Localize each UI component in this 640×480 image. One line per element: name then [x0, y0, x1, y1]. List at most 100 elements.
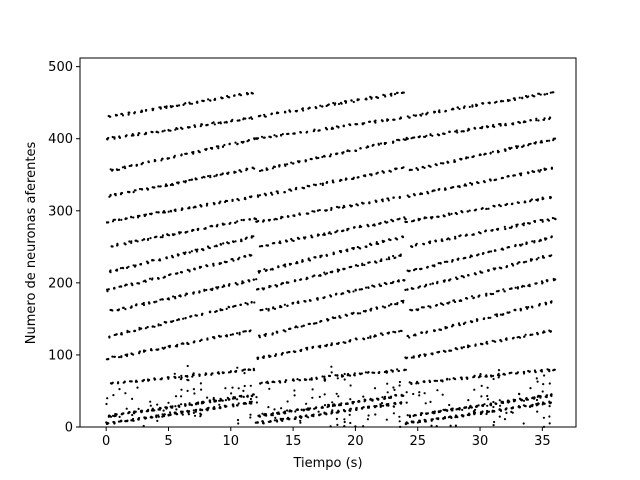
spike-point — [283, 329, 286, 332]
spike-point — [365, 146, 368, 149]
spike-point — [466, 210, 469, 213]
spike-point — [542, 330, 545, 333]
spike-point — [413, 193, 416, 196]
spike-point — [273, 381, 276, 384]
spike-point — [289, 263, 292, 266]
spike-point — [109, 168, 112, 171]
spike-point — [470, 406, 473, 409]
spike-point — [292, 132, 295, 135]
spike-point — [124, 217, 127, 220]
spike-point — [507, 175, 510, 178]
spike-point — [495, 402, 498, 405]
spike-point — [140, 162, 143, 165]
spike-point — [405, 401, 408, 404]
spike-point — [248, 218, 251, 221]
spike-point — [115, 269, 119, 272]
spike-point — [119, 267, 122, 270]
spike-point — [299, 349, 302, 352]
spike-point — [161, 130, 164, 133]
spike-point — [419, 113, 422, 116]
spike-point — [300, 408, 303, 411]
spike-point — [305, 346, 308, 350]
spike-point — [441, 162, 444, 165]
spike-point — [516, 223, 519, 226]
spike-point — [421, 165, 424, 168]
spike-point — [243, 368, 247, 371]
spike-point — [522, 399, 526, 402]
spike-point — [517, 261, 520, 264]
spike-point — [142, 280, 145, 283]
spike-point — [213, 123, 216, 126]
spike-point — [323, 375, 326, 378]
spike-point — [355, 264, 358, 267]
spike-point — [450, 212, 453, 215]
spike-point — [256, 137, 260, 140]
spike-point — [337, 102, 341, 106]
spike-point — [543, 93, 547, 96]
spike-point — [180, 342, 183, 345]
spike-point — [270, 113, 273, 116]
spike-point — [173, 233, 176, 236]
spike-point — [448, 279, 451, 282]
spike-point — [194, 178, 197, 181]
spike-point — [461, 414, 464, 417]
spike-point — [455, 408, 458, 411]
x-tick-label: 15 — [285, 434, 302, 449]
spike-point — [391, 370, 394, 373]
spike-point — [262, 355, 265, 358]
spike-point — [252, 278, 255, 281]
spike-point — [240, 170, 243, 173]
spike-point — [283, 303, 286, 306]
spike-point — [150, 130, 153, 133]
spike-point — [337, 342, 340, 345]
spike-point — [130, 216, 133, 219]
spike-point — [155, 130, 158, 133]
spike-point — [529, 333, 532, 337]
spike-point — [335, 125, 338, 128]
spike-point — [274, 416, 277, 419]
spike-point — [543, 167, 546, 170]
spike-point — [246, 303, 249, 306]
spike-point — [409, 308, 412, 311]
spike-point — [151, 186, 154, 189]
spike-point — [330, 206, 333, 210]
spike-point — [444, 408, 447, 411]
spike-point — [236, 119, 239, 122]
spike-point — [120, 191, 124, 195]
spike-point — [184, 251, 187, 254]
spike-point — [386, 391, 389, 394]
spike-point — [286, 163, 289, 166]
spike-point — [247, 139, 250, 142]
spike-point — [170, 106, 173, 109]
spike-point — [385, 418, 388, 421]
spike-point — [481, 410, 484, 413]
spike-point — [381, 200, 384, 203]
spike-point — [186, 409, 189, 412]
spike-point — [311, 236, 314, 239]
spike-point — [279, 381, 282, 384]
spike-point — [180, 208, 183, 212]
spike-point — [243, 372, 246, 375]
spike-point — [537, 402, 540, 405]
spike-point — [153, 301, 156, 304]
spike-point — [266, 244, 269, 247]
spike-point — [426, 265, 429, 268]
spike-point — [261, 420, 264, 423]
spike-point — [125, 354, 129, 358]
spike-point — [374, 119, 377, 122]
spike-point — [335, 293, 338, 296]
spike-point — [369, 242, 372, 245]
spike-point — [138, 350, 141, 353]
spike-point — [521, 243, 524, 246]
spike-point — [536, 410, 539, 413]
spike-point — [382, 93, 385, 96]
spike-point — [206, 409, 209, 412]
spike-point — [330, 208, 333, 211]
spike-point — [198, 291, 201, 294]
spike-point — [518, 393, 521, 396]
spike-point — [396, 138, 399, 141]
spike-point — [533, 396, 536, 399]
spike-point — [208, 99, 212, 102]
spike-point — [284, 265, 287, 268]
spike-point — [249, 384, 252, 387]
